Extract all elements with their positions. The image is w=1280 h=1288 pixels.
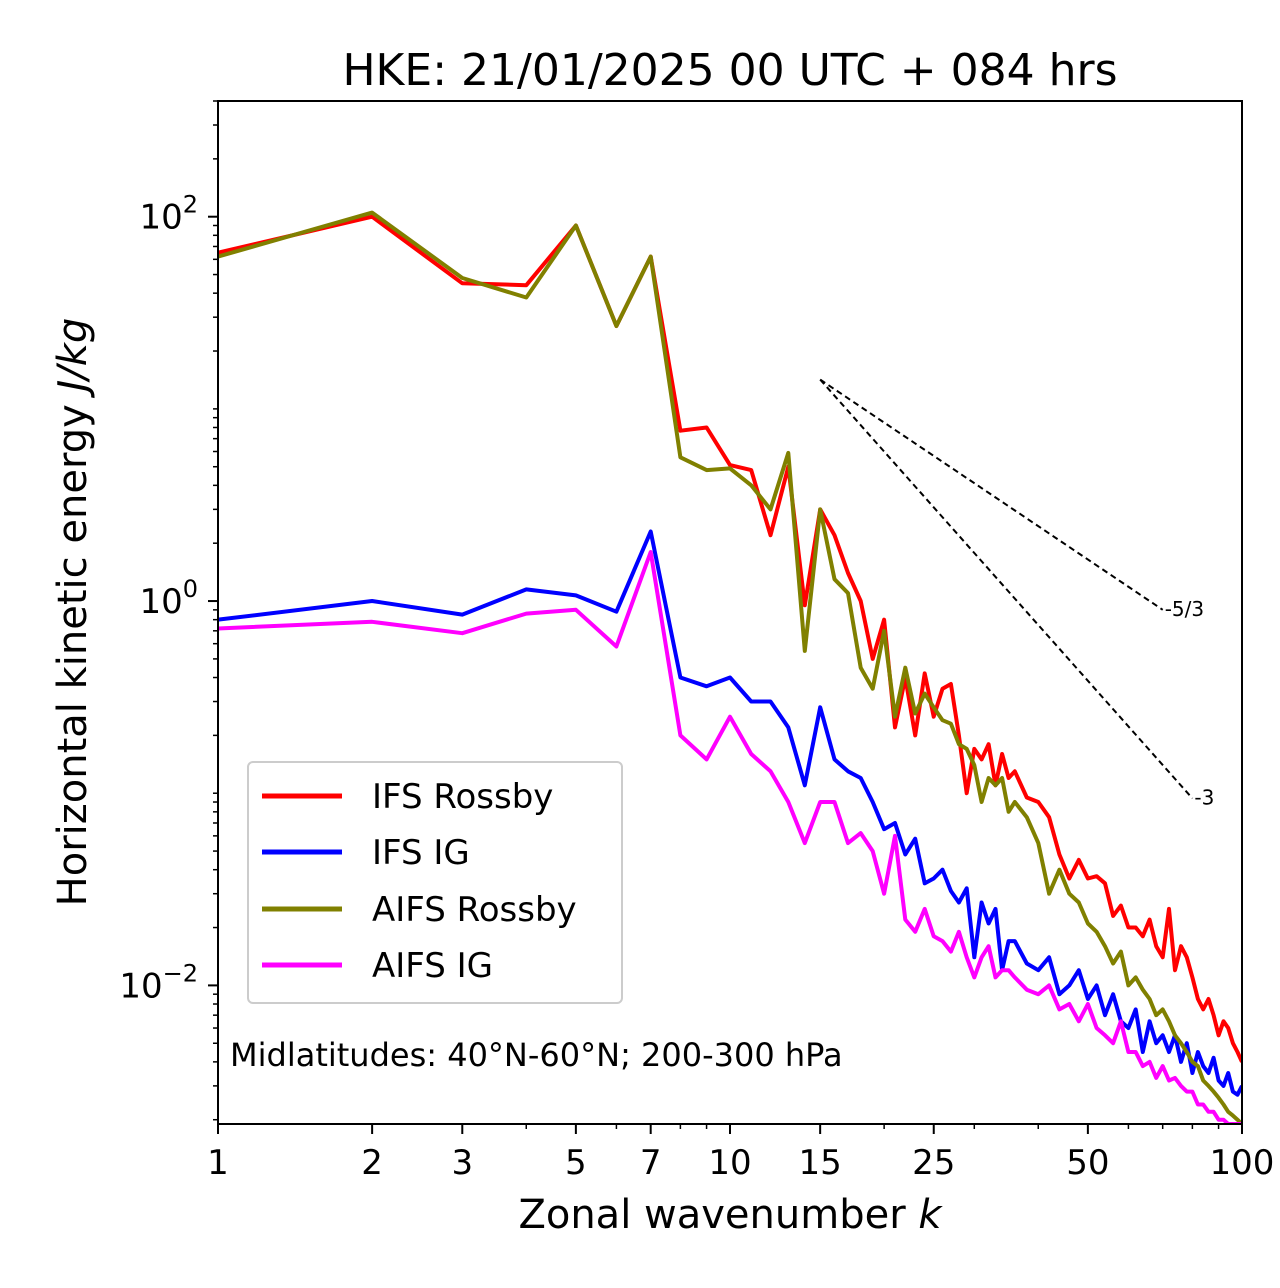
- plot-series-group: [218, 210, 1242, 1124]
- y-axis-label: Horizontal kinetic energy J/kg: [50, 318, 96, 907]
- legend-label-aifs-ig: AIFS IG: [372, 946, 493, 986]
- x-tick-label: 10: [708, 1143, 751, 1183]
- x-axis-ticks: 1 2 3 5 7 10 15 25 50 100: [207, 1124, 1274, 1183]
- y-tick-exponent: −2: [163, 959, 198, 987]
- series-line-ifs-rossby: [218, 214, 1242, 1063]
- y-tick-label: 102: [139, 191, 198, 238]
- x-tick-label: 3: [451, 1143, 473, 1183]
- reference-label-minus-3: -3: [1194, 785, 1214, 809]
- legend-label-ifs-ig: IFS IG: [372, 833, 470, 873]
- x-tick-label: 5: [565, 1143, 587, 1183]
- series-line-aifs-ig: [218, 550, 1242, 1124]
- x-axis-label-text: Zonal wavenumber: [518, 1192, 906, 1238]
- legend-label-ifs-rossby: IFS Rossby: [372, 777, 553, 817]
- legend-frame: [247, 761, 623, 1004]
- y-axis-unit: J/kg: [50, 318, 96, 399]
- x-tick-label: 7: [640, 1143, 662, 1183]
- y-tick-exponent: 2: [183, 191, 198, 219]
- series-line-aifs-rossby: [218, 210, 1242, 1124]
- legend: IFS Rossby IFS IG AIFS Rossby AIFS IG: [247, 761, 623, 1004]
- y-axis-label-text: Horizontal kinetic energy: [50, 404, 96, 906]
- region-annotation: Midlatitudes: 40°N-60°N; 200-300 hPa: [230, 1036, 843, 1074]
- y-tick-label: 10−2: [119, 959, 198, 1006]
- y-tick-base: 10: [139, 198, 182, 238]
- plot-area: -5/3 -3: [218, 210, 1242, 1124]
- chart-title: HKE: 21/01/2025 00 UTC + 084 hrs: [342, 45, 1117, 96]
- x-tick-label: 100: [1210, 1143, 1275, 1183]
- y-tick-base: 10: [139, 582, 182, 622]
- x-tick-label: 2: [361, 1143, 383, 1183]
- y-tick-label: 100: [139, 575, 198, 622]
- x-axis-label: Zonal wavenumber k: [518, 1192, 943, 1238]
- x-tick-label: 25: [912, 1143, 955, 1183]
- x-axis-variable: k: [918, 1192, 943, 1238]
- reference-line-minus-5-3: [819, 378, 1164, 611]
- x-tick-label: 50: [1066, 1143, 1109, 1183]
- x-tick-label: 15: [799, 1143, 842, 1183]
- reference-line-minus-3: [819, 378, 1194, 800]
- reference-label-minus-5-3: -5/3: [1165, 597, 1204, 621]
- x-tick-label: 1: [207, 1143, 229, 1183]
- y-tick-exponent: 0: [183, 575, 198, 603]
- series-line-ifs-ig: [218, 529, 1242, 1097]
- legend-label-aifs-rossby: AIFS Rossby: [372, 890, 577, 930]
- y-tick-base: 10: [119, 966, 162, 1006]
